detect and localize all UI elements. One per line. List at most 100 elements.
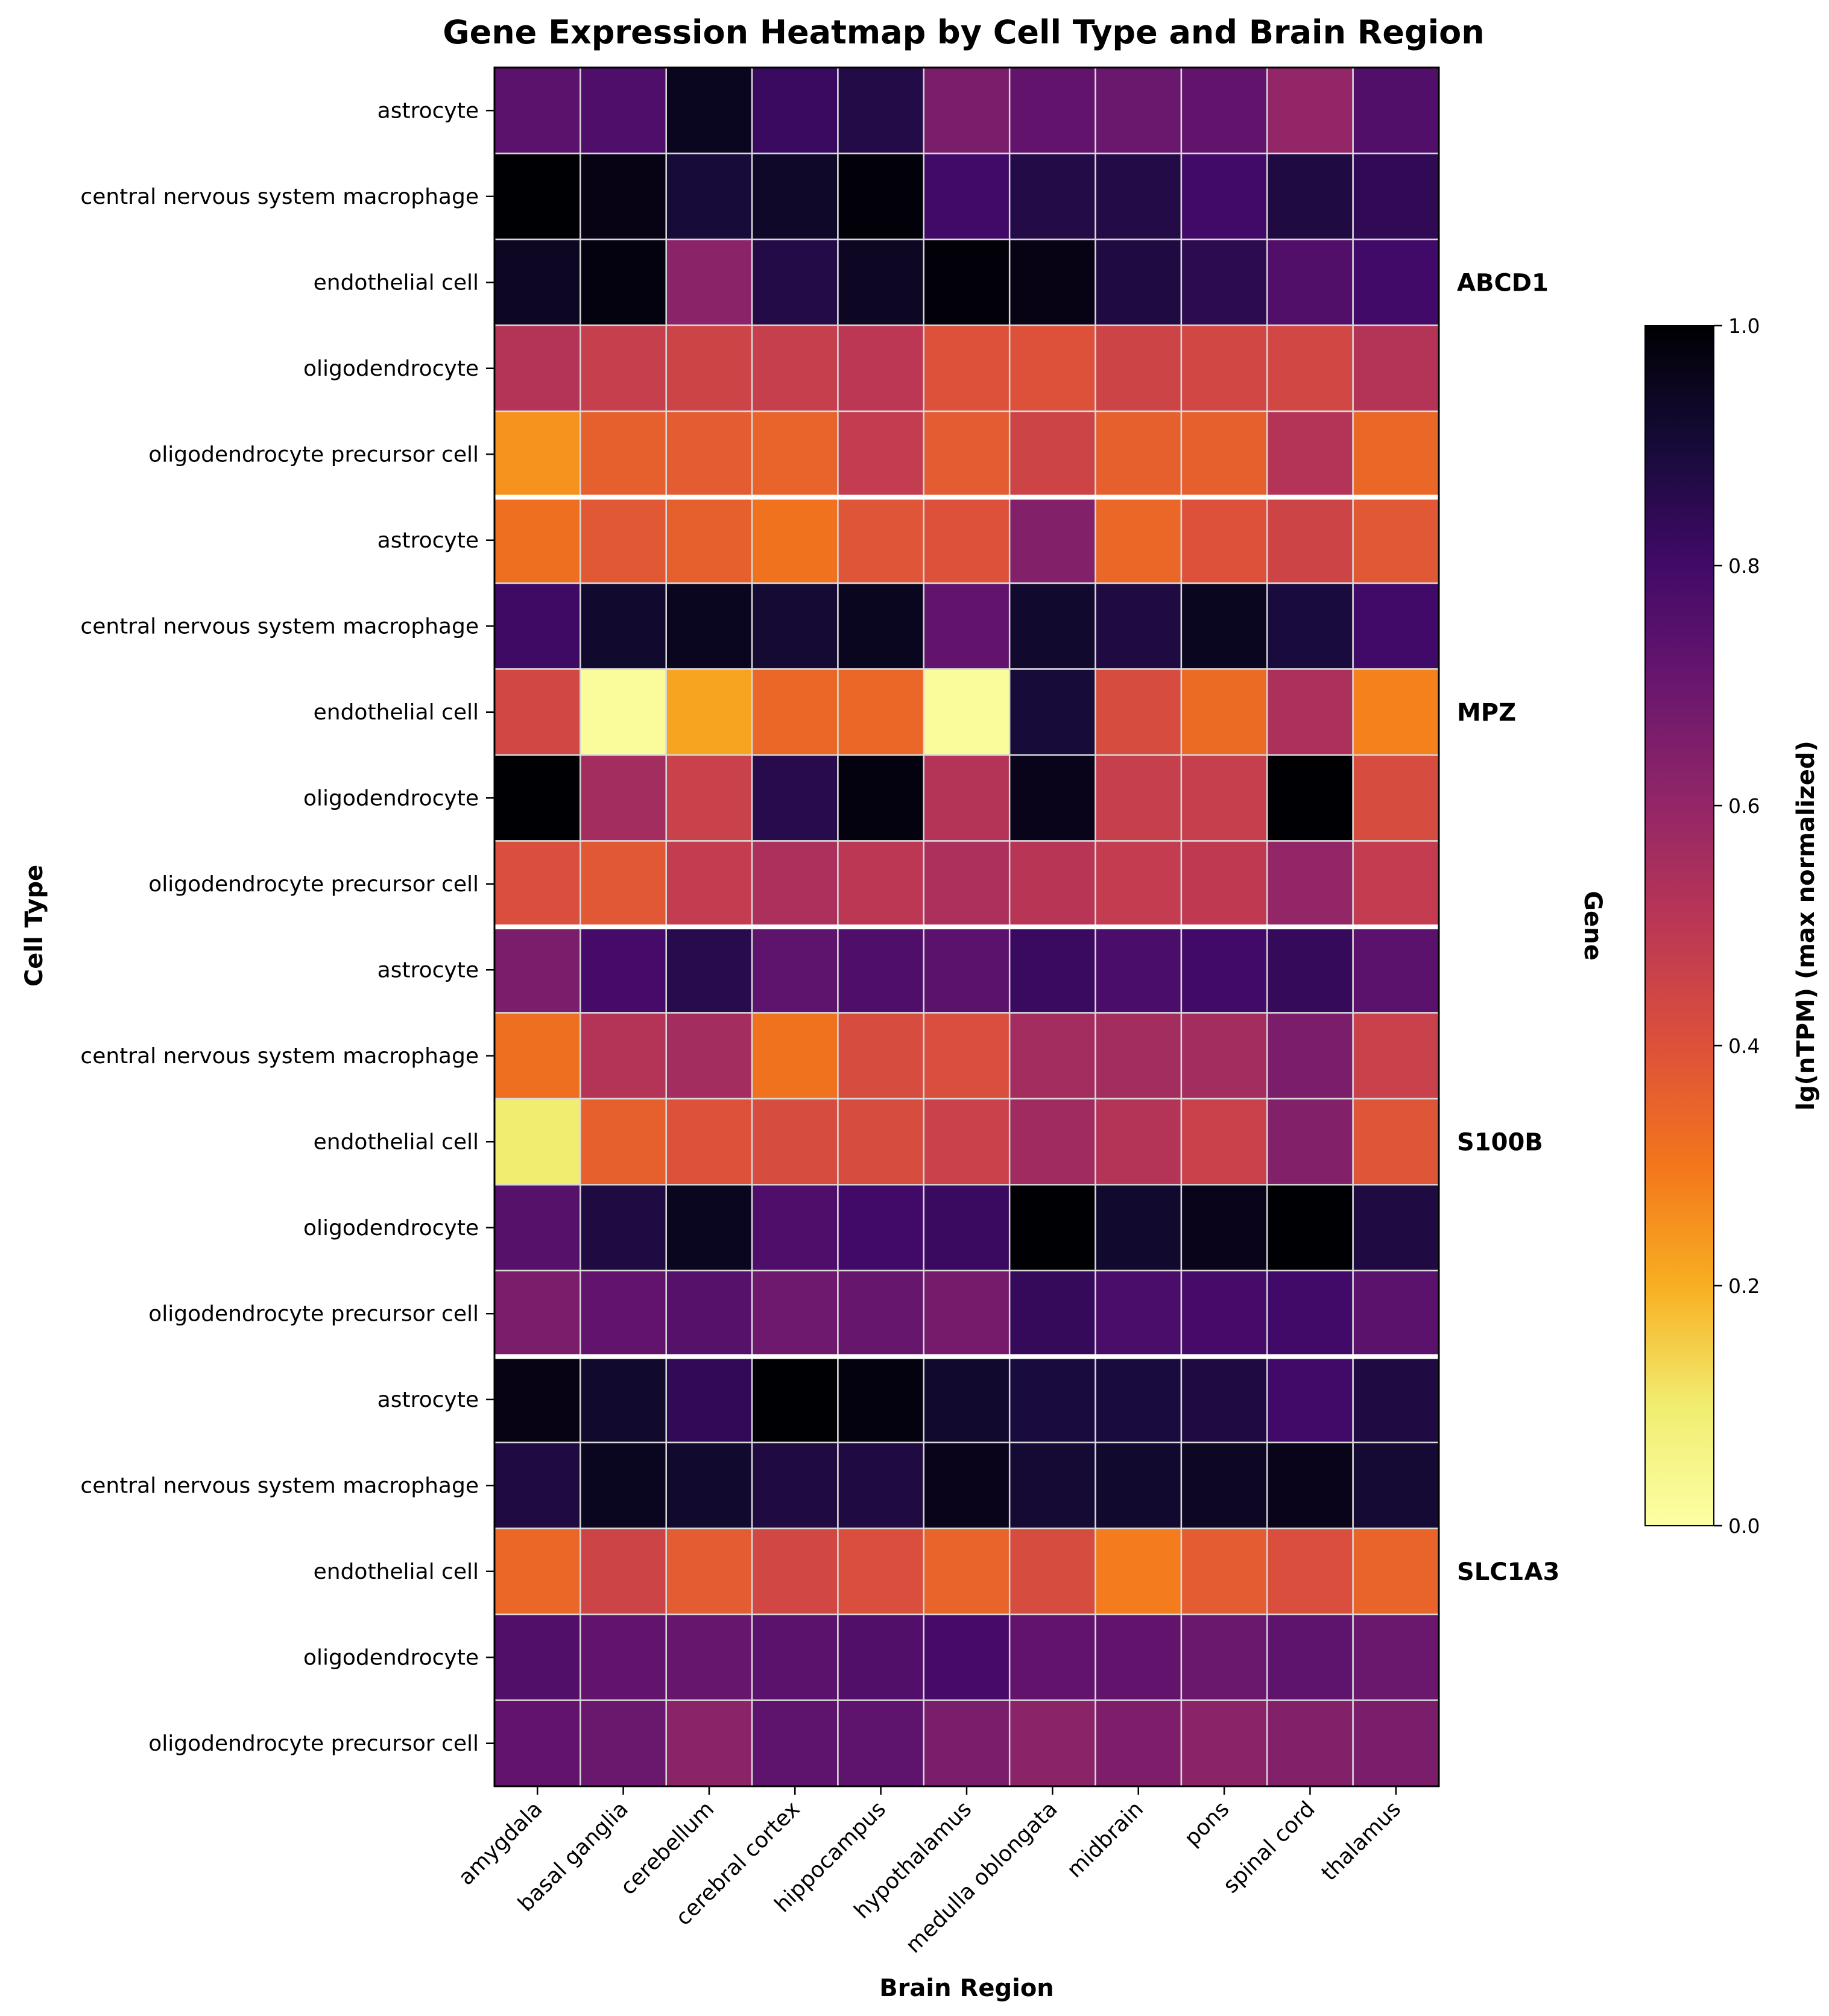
colorbar-tick-label: 1.0 bbox=[1728, 314, 1760, 338]
heatmap-cell bbox=[1180, 582, 1268, 670]
heatmap-cell bbox=[1266, 1098, 1354, 1186]
heatmap-cell bbox=[580, 1699, 667, 1787]
heatmap-cell bbox=[1008, 410, 1096, 498]
heatmap-cell bbox=[1352, 1441, 1440, 1529]
heatmap-cell bbox=[1180, 1098, 1268, 1186]
heatmap-cell bbox=[1095, 926, 1183, 1014]
heatmap-cell bbox=[580, 1012, 667, 1100]
column-label: midbrain bbox=[1063, 1796, 1148, 1882]
heatmap-cell bbox=[1095, 66, 1183, 154]
heatmap-cell bbox=[1266, 496, 1354, 584]
heatmap-cell bbox=[1095, 153, 1183, 241]
heatmap-cell bbox=[1180, 1356, 1268, 1444]
heatmap-cell bbox=[665, 1699, 753, 1787]
heatmap-cell bbox=[1180, 496, 1268, 584]
heatmap-cell bbox=[1266, 153, 1354, 241]
heatmap-cell bbox=[580, 153, 667, 241]
heatmap-cell bbox=[837, 754, 925, 842]
gene-label: SLC1A3 bbox=[1457, 1558, 1559, 1586]
heatmap-cell bbox=[665, 1528, 753, 1616]
heatmap-cell bbox=[665, 754, 753, 842]
column-label: thalamus bbox=[1317, 1796, 1406, 1886]
heatmap-cell bbox=[837, 668, 925, 756]
heatmap-cell bbox=[1266, 324, 1354, 412]
heatmap-cell bbox=[1180, 238, 1268, 326]
heatmap-cell bbox=[1095, 1699, 1183, 1787]
heatmap-cell bbox=[751, 153, 839, 241]
heatmap-cell bbox=[580, 926, 667, 1014]
heatmap-cell bbox=[493, 1012, 581, 1100]
heatmap-cell bbox=[1266, 582, 1354, 670]
heatmap-cell bbox=[837, 1184, 925, 1272]
heatmap-cell bbox=[1180, 668, 1268, 756]
gene-axis-label: Gene bbox=[1579, 891, 1606, 961]
heatmap-cell bbox=[1008, 1356, 1096, 1444]
heatmap-cell bbox=[923, 582, 1011, 670]
heatmap-cell bbox=[1180, 754, 1268, 842]
heatmap-cell bbox=[665, 582, 753, 670]
heatmap-cell bbox=[751, 410, 839, 498]
heatmap-cell bbox=[837, 1098, 925, 1186]
heatmap-cell bbox=[837, 324, 925, 412]
heatmap-cell bbox=[1180, 1613, 1268, 1701]
heatmap-cell bbox=[751, 754, 839, 842]
heatmap-cell bbox=[1008, 324, 1096, 412]
heatmap-cell bbox=[1008, 496, 1096, 584]
gene-labels: ABCD1 MPZ S100B SLC1A3 bbox=[1457, 269, 1559, 1586]
heatmap-cell bbox=[493, 1441, 581, 1529]
heatmap-cell bbox=[837, 1269, 925, 1357]
column-label: amygdala bbox=[454, 1796, 548, 1890]
heatmap-cell bbox=[1266, 1269, 1354, 1357]
heatmap-cell bbox=[751, 1528, 839, 1616]
heatmap-cell bbox=[1008, 66, 1096, 154]
heatmap-cell bbox=[493, 1269, 581, 1357]
heatmap-cell bbox=[1008, 1098, 1096, 1186]
y-axis-label: Cell Type bbox=[21, 865, 48, 987]
heatmap-cell bbox=[923, 668, 1011, 756]
heatmap-cell bbox=[665, 1269, 753, 1357]
heatmap-cell bbox=[1180, 1528, 1268, 1616]
heatmap-cell bbox=[493, 668, 581, 756]
heatmap-cell bbox=[580, 754, 667, 842]
colorbar-tick-label: 0.4 bbox=[1728, 1034, 1760, 1058]
heatmap-cell bbox=[1095, 1269, 1183, 1357]
heatmap-cell bbox=[1352, 410, 1440, 498]
heatmap-cell bbox=[1095, 1098, 1183, 1186]
heatmap-cell bbox=[1095, 324, 1183, 412]
heatmap-cell bbox=[837, 410, 925, 498]
column-label: medulla oblongata bbox=[901, 1796, 1062, 1958]
heatmap-cell bbox=[1352, 324, 1440, 412]
heatmap-cell bbox=[580, 324, 667, 412]
row-label: oligodendrocyte bbox=[303, 1645, 479, 1670]
heatmap-cell bbox=[1266, 1699, 1354, 1787]
heatmap-cell bbox=[665, 840, 753, 928]
heatmap-cell bbox=[837, 1528, 925, 1616]
heatmap-cell bbox=[1266, 1613, 1354, 1701]
heatmap-cell bbox=[493, 1613, 581, 1701]
heatmap-cell bbox=[1008, 1441, 1096, 1529]
gene-label: MPZ bbox=[1457, 699, 1516, 727]
heatmap-cell bbox=[837, 238, 925, 326]
heatmap-cell bbox=[665, 1613, 753, 1701]
heatmap-cell bbox=[751, 496, 839, 584]
heatmap-cell bbox=[665, 410, 753, 498]
heatmap-cell bbox=[923, 840, 1011, 928]
x-axis-label: Brain Region bbox=[879, 1974, 1054, 2002]
heatmap-cell bbox=[1095, 668, 1183, 756]
heatmap-cell bbox=[580, 1528, 667, 1616]
heatmap-cell bbox=[1266, 1184, 1354, 1272]
heatmap-cell bbox=[751, 1184, 839, 1272]
heatmap-cell bbox=[1008, 238, 1096, 326]
colorbar-tick-label: 0.6 bbox=[1728, 794, 1760, 818]
heatmap-cell bbox=[923, 1012, 1011, 1100]
heatmap-cell bbox=[1180, 1441, 1268, 1529]
heatmap-cell bbox=[1008, 582, 1096, 670]
heatmap-cell bbox=[1008, 668, 1096, 756]
heatmap-cell bbox=[751, 324, 839, 412]
row-label: oligodendrocyte bbox=[303, 356, 479, 381]
heatmap-cell bbox=[493, 754, 581, 842]
heatmap-cell bbox=[1008, 153, 1096, 241]
heatmap-cell bbox=[580, 238, 667, 326]
heatmap-cell bbox=[751, 1269, 839, 1357]
